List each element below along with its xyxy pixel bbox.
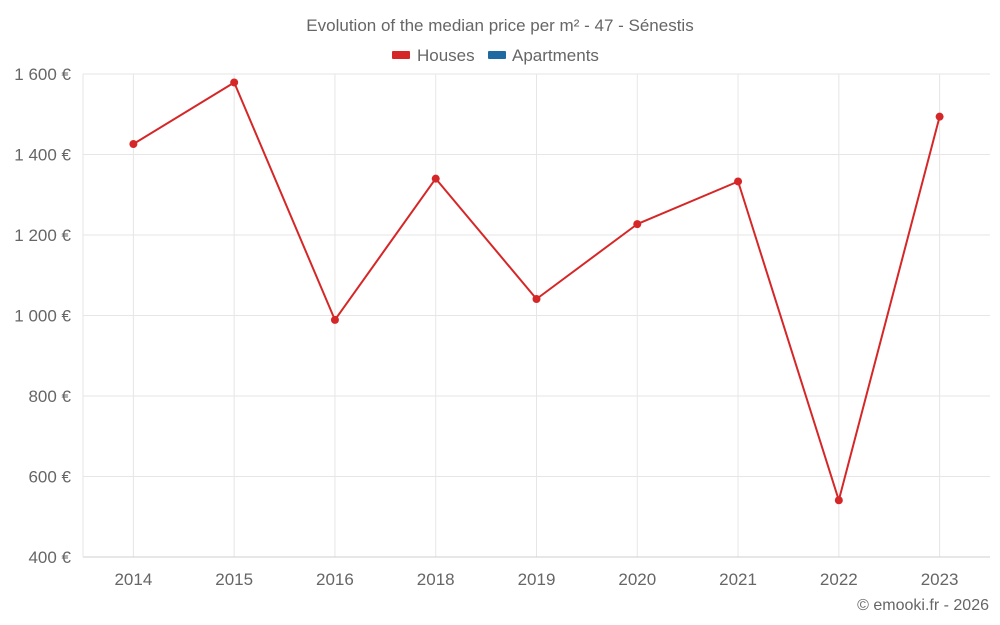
y-tick-label: 800 € [28, 387, 71, 406]
y-axis: 400 € 600 € 800 € 1 000 € 1 200 € 1 400 € 1 60… [14, 65, 71, 567]
legend-swatch-houses[interactable] [392, 51, 410, 59]
data-point-houses-2019[interactable] [532, 294, 541, 303]
x-tick-label: 2014 [114, 570, 152, 589]
data-point-houses-2021[interactable] [734, 177, 743, 186]
x-tick-label: 2023 [921, 570, 959, 589]
y-tick-label: 1 000 € [14, 307, 71, 326]
x-tick-label: 2018 [417, 570, 455, 589]
x-tick-label: 2019 [518, 570, 556, 589]
y-tick-label: 1 400 € [14, 146, 71, 165]
data-point-houses-2016[interactable] [330, 315, 339, 324]
series-layer [129, 78, 944, 505]
x-tick-label: 2022 [820, 570, 858, 589]
chart-title: Evolution of the median price per m² - 4… [306, 16, 693, 35]
data-point-houses-2020[interactable] [633, 220, 642, 229]
grid [82, 73, 990, 558]
legend-label-apartments[interactable]: Apartments [512, 46, 599, 65]
data-point-houses-2015[interactable] [230, 78, 239, 87]
legend-swatch-apartments[interactable] [488, 51, 506, 59]
x-tick-label: 2016 [316, 570, 354, 589]
legend-label-houses[interactable]: Houses [417, 46, 475, 65]
y-tick-label: 600 € [28, 468, 71, 487]
data-point-houses-2014[interactable] [129, 140, 138, 149]
data-point-houses-2023[interactable] [935, 112, 944, 121]
data-point-houses-2018[interactable] [431, 174, 440, 183]
data-point-houses-2022[interactable] [834, 496, 843, 505]
legend: Houses Apartments [392, 46, 599, 65]
y-tick-label: 1 200 € [14, 226, 71, 245]
x-tick-label: 2020 [618, 570, 656, 589]
y-tick-label: 400 € [28, 548, 71, 567]
x-tick-label: 2015 [215, 570, 253, 589]
x-tick-label: 2021 [719, 570, 757, 589]
x-axis: 2014 2015 2016 2018 2019 2020 2021 2022 2023 [114, 570, 958, 589]
credit-text: © emooki.fr - 2026 [857, 597, 989, 614]
y-tick-label: 1 600 € [14, 65, 71, 84]
